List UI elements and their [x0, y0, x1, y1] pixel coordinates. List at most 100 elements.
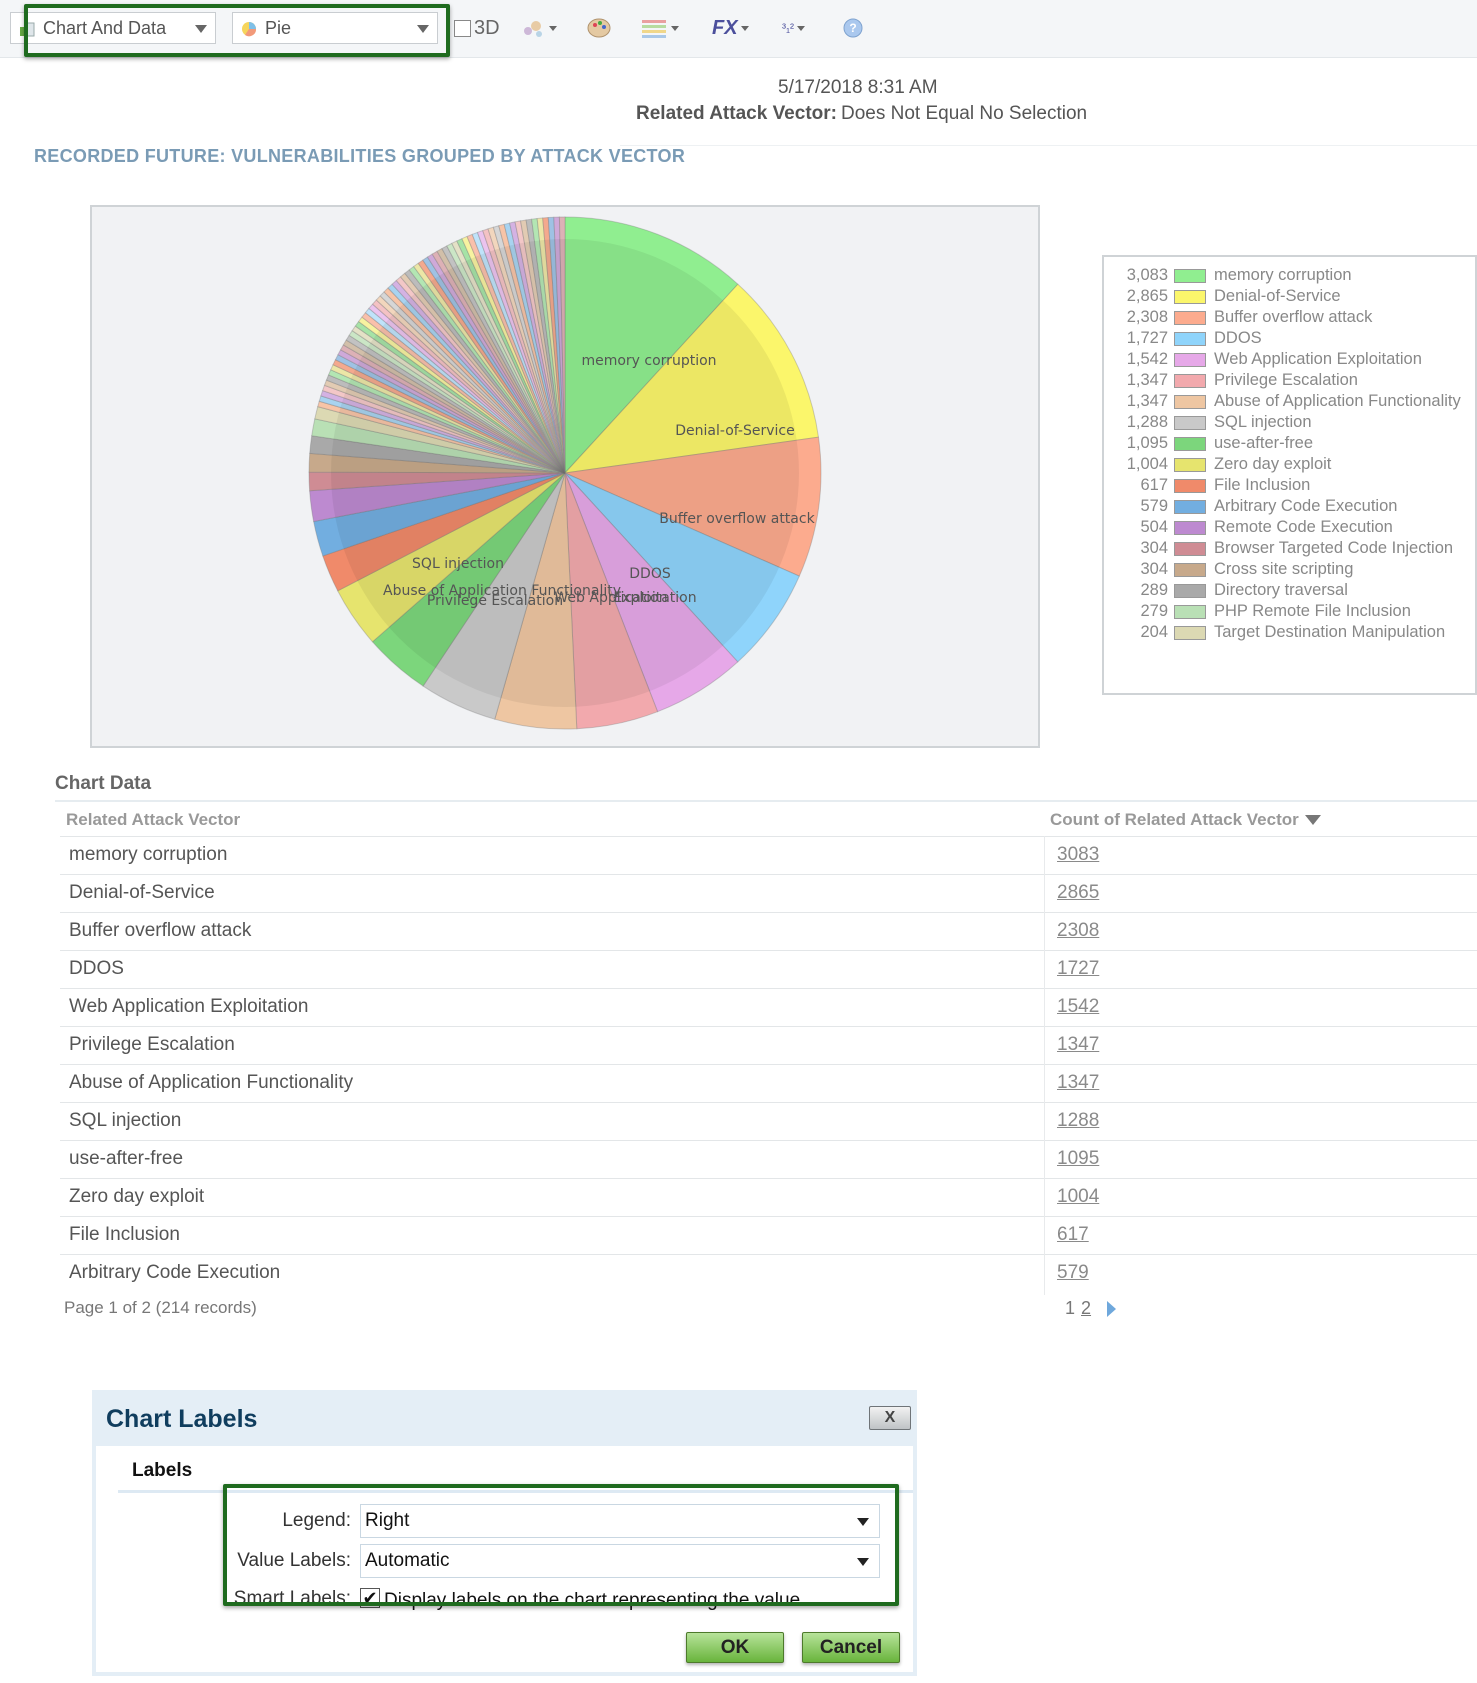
value-labels-select[interactable]: Automatic — [360, 1544, 880, 1578]
pie-slice[interactable] — [371, 472, 566, 687]
pie-slice-other[interactable] — [456, 238, 566, 474]
close-button[interactable]: X — [869, 1406, 911, 1430]
pie-slice-other[interactable] — [345, 334, 566, 474]
pie-slice-other[interactable] — [466, 233, 566, 474]
pie-slice-other[interactable] — [354, 320, 566, 474]
pie-slice-other[interactable] — [492, 225, 566, 474]
pie-slice-other[interactable] — [387, 283, 566, 474]
count-link[interactable]: 1542 — [1057, 996, 1100, 1017]
column-header-count[interactable]: Count of Related Attack Vector — [1050, 804, 1321, 836]
pie-slice-other[interactable] — [417, 259, 566, 474]
pie-slice-other[interactable] — [461, 235, 566, 474]
pie-slice[interactable] — [309, 435, 566, 474]
pie-slice-other[interactable] — [542, 217, 566, 474]
pie-slice-other[interactable] — [431, 250, 566, 474]
pie-slice-other[interactable] — [498, 223, 566, 474]
pie-slice-other[interactable] — [558, 216, 566, 474]
pie-slice[interactable] — [422, 472, 566, 720]
number-format-button[interactable]: ³₁² — [782, 14, 806, 42]
pie-slice-other[interactable] — [399, 272, 566, 474]
pie-slice-other[interactable] — [342, 339, 566, 474]
pie-slice-other[interactable] — [412, 262, 566, 474]
cancel-button[interactable]: Cancel — [802, 1632, 900, 1663]
count-link[interactable]: 1095 — [1057, 1148, 1100, 1169]
pie-slice-other[interactable] — [317, 400, 566, 474]
pie-slice[interactable] — [563, 436, 822, 577]
next-page-icon[interactable] — [1107, 1300, 1117, 1317]
pie-slice-other[interactable] — [476, 229, 566, 474]
chart-type-select[interactable]: Pie — [232, 12, 438, 44]
3d-toggle[interactable]: 3D — [454, 14, 500, 42]
3d-checkbox[interactable] — [454, 19, 471, 37]
pie-slice-other[interactable] — [509, 221, 566, 474]
count-link[interactable]: 579 — [1057, 1262, 1089, 1283]
pie-slice-other[interactable] — [487, 226, 566, 474]
count-link[interactable]: 3083 — [1057, 844, 1100, 865]
pie-slice-other[interactable] — [404, 269, 566, 474]
pie-slice-other[interactable] — [368, 303, 566, 474]
count-link[interactable]: 2865 — [1057, 882, 1100, 903]
chart-styles-button[interactable] — [522, 14, 557, 42]
help-button[interactable]: ? — [842, 14, 864, 42]
pie-slice-other[interactable] — [361, 311, 566, 474]
count-link[interactable]: 2308 — [1057, 920, 1100, 941]
pie-slice[interactable] — [313, 472, 566, 557]
pie-slice-other[interactable] — [446, 242, 566, 474]
pie-slice-other[interactable] — [327, 369, 566, 474]
pie-slice-other[interactable] — [318, 395, 566, 474]
pie-slice-other[interactable] — [339, 344, 566, 474]
grid-colors-button[interactable] — [640, 14, 679, 42]
pie-slice[interactable] — [494, 472, 578, 730]
pie-slice-other[interactable] — [321, 384, 566, 474]
pie-slice-other[interactable] — [514, 220, 566, 474]
count-link[interactable]: 617 — [1057, 1224, 1089, 1245]
palette-button[interactable] — [586, 14, 612, 42]
pie-slice-other[interactable] — [320, 389, 566, 474]
pie-slice-other[interactable] — [426, 253, 566, 474]
ok-button[interactable]: OK — [686, 1632, 784, 1663]
legend-select[interactable]: Right — [360, 1504, 880, 1538]
pie-slice-other[interactable] — [451, 240, 566, 474]
count-link[interactable]: 1004 — [1057, 1186, 1100, 1207]
page-link-2[interactable]: 2 — [1081, 1298, 1092, 1318]
count-link[interactable]: 1288 — [1057, 1110, 1100, 1131]
pie-slice-other[interactable] — [553, 216, 566, 474]
pie-slice[interactable] — [564, 472, 659, 730]
pie-slice-other[interactable] — [471, 231, 566, 474]
pie-slice[interactable] — [564, 472, 739, 713]
pie-slice-other[interactable] — [482, 228, 566, 474]
pie-slice-other[interactable] — [391, 279, 566, 474]
pie-slice-other[interactable] — [351, 325, 566, 474]
pie-slice-other[interactable] — [536, 217, 566, 474]
pie-slice[interactable] — [564, 472, 800, 663]
pie-slice-other[interactable] — [519, 219, 566, 474]
pie-slice-other[interactable] — [379, 291, 566, 474]
pie-slice-other[interactable] — [371, 299, 566, 474]
pie-slice-other[interactable] — [334, 354, 566, 474]
pie-slice-other[interactable] — [325, 374, 566, 474]
pie-slice-other[interactable] — [337, 349, 566, 474]
pie-slice-other[interactable] — [395, 276, 566, 474]
pie-slice-other[interactable] — [332, 359, 566, 474]
column-header-vector[interactable]: Related Attack Vector — [66, 810, 241, 829]
pie-slice-other[interactable] — [364, 307, 566, 474]
pie-slice[interactable] — [564, 216, 739, 475]
pie-slice-other[interactable] — [422, 256, 566, 474]
pie-slice[interactable] — [322, 472, 566, 592]
pie-slice[interactable] — [311, 418, 566, 474]
pie-slice-other[interactable] — [357, 316, 566, 474]
pie-slice[interactable] — [337, 472, 566, 643]
sort-descending-icon[interactable] — [1304, 815, 1321, 825]
pie-slice[interactable] — [563, 283, 820, 474]
pie-slice-other[interactable] — [330, 364, 566, 474]
pie-slice-other[interactable] — [348, 329, 566, 474]
pie-slice[interactable] — [314, 406, 566, 474]
pie-slice-other[interactable] — [375, 295, 566, 474]
pie-slice-other[interactable] — [383, 287, 566, 474]
pie-slice[interactable] — [308, 471, 566, 492]
pie-slice-other[interactable] — [531, 217, 566, 474]
pie-slice[interactable] — [309, 472, 566, 523]
pie-slice-other[interactable] — [408, 265, 566, 474]
pie-slice-other[interactable] — [503, 222, 566, 474]
pie-slice[interactable] — [308, 452, 566, 474]
